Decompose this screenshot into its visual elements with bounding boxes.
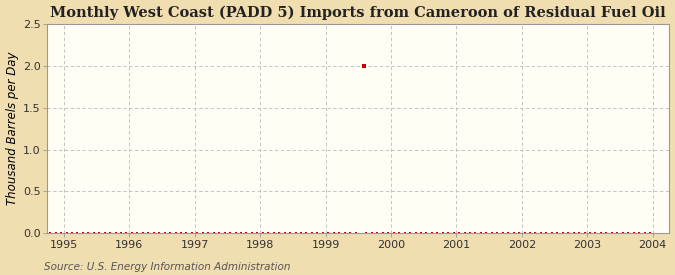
Text: Source: U.S. Energy Information Administration: Source: U.S. Energy Information Administ… — [44, 262, 290, 272]
Y-axis label: Thousand Barrels per Day: Thousand Barrels per Day — [5, 52, 18, 205]
Title: Monthly West Coast (PADD 5) Imports from Cameroon of Residual Fuel Oil: Monthly West Coast (PADD 5) Imports from… — [51, 6, 666, 20]
